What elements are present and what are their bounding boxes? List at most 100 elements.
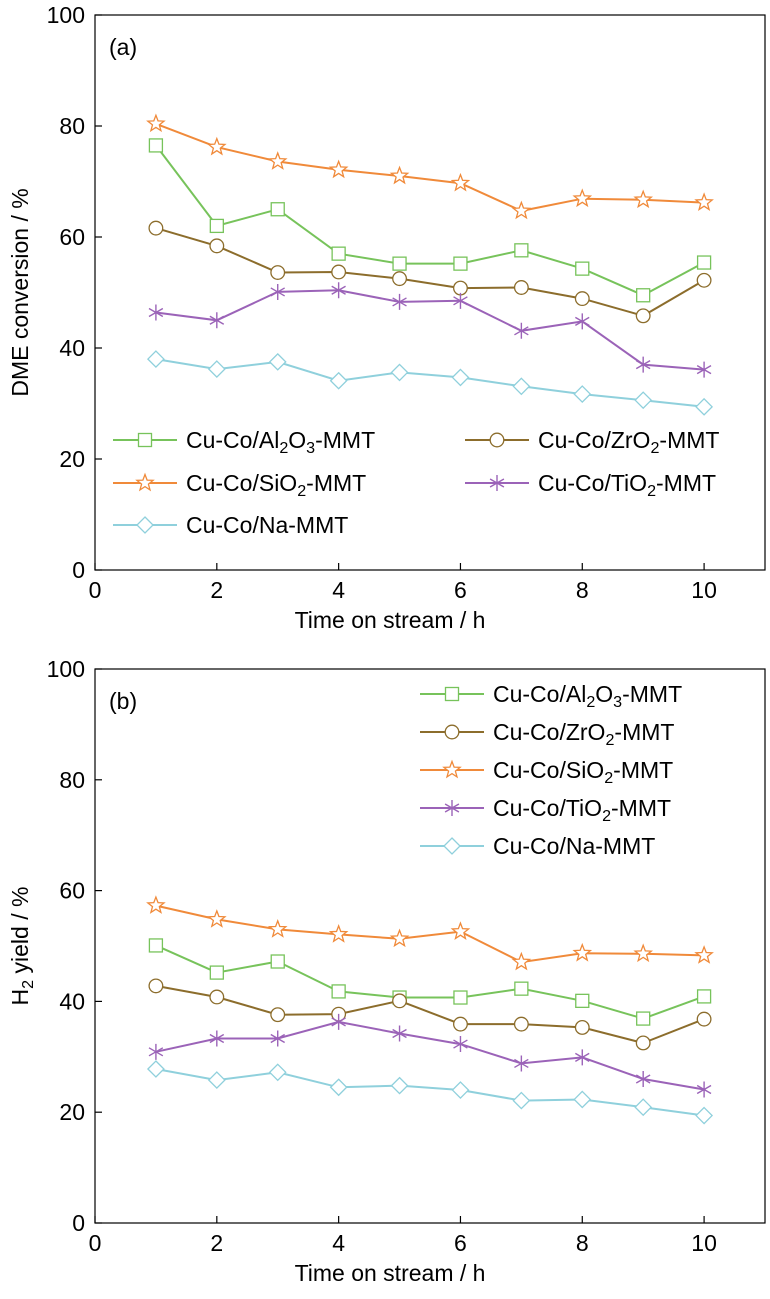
data-point-al2o3	[696, 989, 712, 1004]
legend-marker-zro2	[489, 432, 505, 448]
x-tick-label: 4	[332, 577, 345, 603]
series-sio2	[146, 113, 714, 220]
legend-label: Cu-Co/ZrO2-MMT	[538, 427, 719, 457]
series-na	[146, 350, 714, 416]
data-point-na	[512, 377, 531, 396]
data-point-zro2	[392, 993, 407, 1009]
data-point-tio2	[392, 293, 407, 310]
y-tick-label: 100	[47, 656, 85, 682]
data-point-zro2	[270, 1007, 286, 1023]
data-point-al2o3	[514, 981, 529, 996]
panel-label: (b)	[109, 688, 137, 714]
y-tick-label: 80	[59, 113, 85, 139]
data-point-na	[695, 1106, 714, 1125]
y-tick-label: 20	[59, 446, 85, 472]
x-axis-label: Time on stream / h	[295, 1260, 486, 1286]
y-tick-label: 40	[59, 988, 85, 1014]
series-line-tio2	[155, 289, 705, 371]
data-point-sio2	[389, 928, 410, 948]
series-line-al2o3	[155, 944, 705, 1020]
legend-item-al2o3: Cu-Co/Al2O3-MMT	[113, 427, 375, 457]
x-tick-label: 2	[210, 577, 223, 603]
data-point-sio2	[572, 188, 593, 208]
data-point-al2o3	[209, 965, 224, 980]
data-point-na	[268, 352, 287, 371]
legend-label: Cu-Co/ZrO2-MMT	[493, 719, 674, 749]
legend-marker-sio2	[442, 759, 462, 779]
data-point-zro2	[696, 272, 712, 288]
data-point-tio2	[635, 1070, 651, 1087]
series-line-al2o3	[155, 144, 705, 297]
data-point-na	[634, 1098, 653, 1117]
series-zro2	[148, 978, 712, 1051]
legend-marker-al2o3	[444, 686, 460, 702]
legend-label: Cu-Co/TiO2-MMT	[538, 470, 716, 500]
data-point-na	[695, 397, 714, 416]
data-point-na	[451, 368, 470, 387]
legend-item-zro2: Cu-Co/ZrO2-MMT	[465, 427, 719, 457]
data-point-tio2	[514, 1055, 529, 1072]
data-point-na	[207, 360, 226, 379]
data-point-al2o3	[148, 938, 164, 953]
series-line-zro2	[155, 227, 705, 317]
series-line-zro2	[155, 984, 705, 1045]
data-point-al2o3	[148, 138, 164, 153]
data-point-na	[512, 1091, 531, 1110]
data-point-zro2	[209, 238, 225, 254]
series-al2o3	[148, 138, 712, 303]
x-tick-label: 10	[691, 1230, 717, 1256]
x-tick-label: 6	[454, 577, 467, 603]
x-tick-label: 8	[576, 577, 589, 603]
data-point-sio2	[511, 951, 532, 971]
data-point-al2o3	[453, 990, 468, 1005]
data-point-al2o3	[331, 246, 346, 261]
legend-label: Cu-Co/TiO2-MMT	[493, 795, 671, 825]
data-point-zro2	[453, 1016, 468, 1032]
data-point-tio2	[148, 304, 164, 321]
data-point-sio2	[633, 189, 654, 209]
y-tick-label: 0	[72, 1210, 85, 1236]
plot-frame	[94, 668, 766, 1224]
data-point-tio2	[453, 1036, 468, 1053]
data-point-zro2	[574, 1019, 590, 1035]
legend-item-na: Cu-Co/Na-MMT	[113, 512, 348, 538]
data-point-tio2	[209, 1030, 225, 1047]
data-point-sio2	[206, 136, 227, 156]
panel-label: (a)	[109, 34, 137, 60]
data-point-sio2	[146, 895, 166, 914]
legend-item-tio2: Cu-Co/TiO2-MMT	[465, 470, 716, 500]
data-point-sio2	[389, 165, 410, 185]
legend-marker-zro2	[444, 724, 460, 740]
data-point-al2o3	[696, 255, 712, 270]
data-point-tio2	[270, 283, 286, 300]
data-point-na	[207, 1071, 226, 1089]
data-point-na	[146, 350, 165, 369]
data-point-zro2	[270, 265, 286, 280]
data-point-al2o3	[636, 288, 651, 303]
data-point-al2o3	[209, 218, 224, 234]
series-tio2	[148, 282, 712, 378]
legend-item-zro2: Cu-Co/ZrO2-MMT	[420, 719, 674, 749]
data-point-zro2	[453, 280, 468, 296]
y-tick-label: 20	[59, 1099, 85, 1125]
data-point-sio2	[694, 192, 714, 211]
data-point-na	[451, 1081, 470, 1099]
legend-label: Cu-Co/Na-MMT	[493, 833, 655, 859]
data-point-na	[390, 1076, 409, 1095]
data-point-sio2	[267, 151, 288, 170]
data-point-al2o3	[514, 243, 529, 258]
data-point-tio2	[635, 356, 651, 373]
data-point-sio2	[511, 200, 532, 220]
data-point-na	[329, 371, 348, 390]
x-tick-label: 6	[454, 1230, 467, 1256]
data-point-na	[146, 1060, 165, 1078]
data-point-sio2	[450, 172, 471, 192]
series-line-tio2	[155, 1020, 705, 1091]
series-sio2	[146, 895, 714, 971]
y-tick-label: 40	[59, 335, 85, 361]
data-point-sio2	[328, 159, 349, 179]
data-point-al2o3	[575, 261, 590, 276]
data-point-sio2	[694, 945, 714, 964]
